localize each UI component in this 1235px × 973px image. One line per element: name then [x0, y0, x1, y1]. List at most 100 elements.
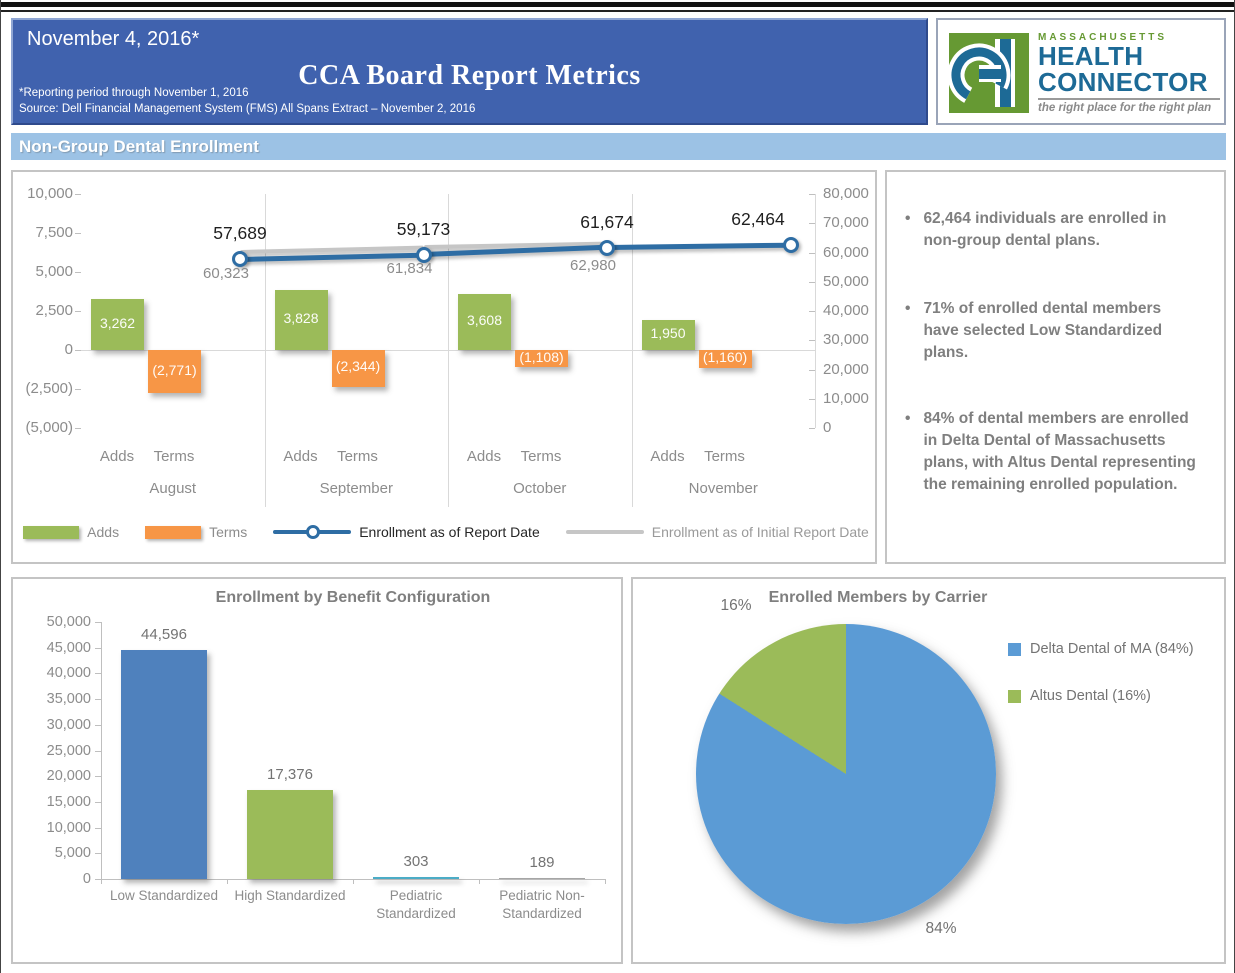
- initial-report-label: 62,980: [570, 256, 616, 274]
- benefit-bar: [121, 649, 207, 879]
- legend-report-date: Enrollment as of Report Date: [273, 524, 540, 540]
- adds-category-label: Adds: [466, 448, 502, 465]
- report-date-marker: [232, 251, 248, 268]
- benefit-category-label: Pediatric Non-Standardized: [499, 888, 585, 921]
- page-title: CCA Board Report Metrics: [298, 60, 641, 91]
- report-line-swatch: [273, 525, 352, 539]
- report-date-label: 57,689: [213, 223, 267, 244]
- left-axis-tick: [75, 389, 81, 390]
- terms-bar-label: (2,344): [335, 358, 381, 375]
- benefit-category-label: Pediatric Standardized: [376, 888, 456, 921]
- right-axis-label: 80,000: [823, 185, 869, 202]
- right-axis-line: [815, 194, 816, 428]
- adds-swatch: [23, 525, 80, 539]
- y-axis-label: 30,000: [46, 716, 91, 733]
- y-axis-tick: [95, 879, 101, 880]
- x-axis-tick: [353, 879, 354, 884]
- right-axis-label: 50,000: [823, 272, 869, 290]
- y-axis-tick: [95, 853, 101, 855]
- carrier-pie-chart: Enrolled Members by Carrier 16% 84% Delta …: [631, 577, 1226, 964]
- x-axis-tick: [101, 879, 102, 884]
- report-date-label: 61,674: [580, 211, 634, 232]
- left-axis-label: (5,000): [25, 419, 73, 436]
- y-axis-label: 20,000: [46, 768, 91, 785]
- x-axis-tick: [605, 879, 606, 884]
- logo-name-line1: HEALTH: [1038, 41, 1144, 71]
- y-axis-tick: [95, 699, 101, 701]
- right-axis-tick: [809, 281, 815, 283]
- adds-bar: [274, 290, 328, 350]
- month-label: August: [149, 480, 197, 497]
- bullet-text: 71% of enrolled dental members have sele…: [923, 300, 1163, 361]
- left-axis-tick: [75, 194, 81, 195]
- bullet-dot: •: [905, 300, 911, 317]
- terms-category-label: Terms: [704, 448, 745, 465]
- logo-tagline: the right place for the right plan: [1038, 102, 1212, 114]
- y-axis-tick: [95, 673, 101, 675]
- insight-bullet: • 62,464 individuals are enrolled in non-…: [905, 208, 1200, 252]
- benefit-chart-title: Enrollment by Benefit Configuration: [215, 589, 491, 606]
- y-axis-tick: [95, 724, 101, 726]
- insights-list: • 62,464 individuals are enrolled in non-…: [887, 208, 1224, 496]
- terms-bar: [331, 350, 385, 387]
- pie-legend-item: Altus Dental (16%): [1008, 688, 1151, 704]
- insight-bullet: • 84% of dental members are enrolled in D…: [905, 408, 1200, 496]
- left-axis-label: 10,000: [27, 185, 73, 202]
- section-title-band: Non-Group Dental Enrollment: [11, 133, 1226, 160]
- left-axis-tick: [75, 350, 81, 351]
- page-top-rule-thin: [1, 10, 1234, 12]
- pie-legend-swatch: [1008, 689, 1021, 703]
- report-footnote-period: *Reporting period through November 1, 20…: [19, 87, 249, 99]
- legend-terms-label: Terms: [209, 524, 248, 540]
- benefit-bar: [247, 789, 333, 879]
- terms-bar-label: (1,160): [702, 349, 748, 366]
- right-axis-tick: [809, 428, 815, 429]
- left-axis-tick: [75, 428, 81, 429]
- report-footnote-source: Source: Dell Financial Management System…: [19, 103, 476, 115]
- y-axis-label: 10,000: [46, 819, 91, 836]
- y-axis-line: [101, 622, 102, 879]
- right-axis-label: 60,000: [823, 243, 869, 261]
- report-date-marker: [782, 237, 799, 254]
- right-axis-label: 10,000: [823, 389, 869, 407]
- legend-adds: Adds: [23, 524, 119, 540]
- key-insights-panel: • 62,464 individuals are enrolled in non-…: [885, 170, 1226, 564]
- right-axis-tick: [809, 223, 815, 225]
- pie-legend-label: Delta Dental of MA (84%): [1030, 641, 1194, 657]
- month-separator-line: [264, 194, 266, 507]
- legend-terms: Terms: [145, 524, 247, 540]
- right-axis-label: 30,000: [823, 331, 869, 349]
- carrier-pie: [696, 624, 996, 924]
- combo-legend: Adds Terms Enrollment as of Report Date Enr…: [23, 524, 869, 540]
- left-axis-tick: [75, 272, 81, 273]
- y-axis-tick: [95, 647, 101, 649]
- left-axis-tick: [75, 311, 81, 312]
- right-axis-tick: [809, 252, 815, 254]
- month-label: November: [688, 480, 758, 497]
- y-axis-label: 15,000: [46, 793, 91, 810]
- right-axis-tick: [809, 398, 815, 400]
- benefit-bar-value: 189: [529, 854, 555, 871]
- right-axis-label: 40,000: [823, 302, 869, 319]
- initial-line-swatch: [565, 530, 644, 534]
- left-axis-label: 0: [64, 341, 73, 358]
- insight-bullet: • 71% of enrolled dental members have sel…: [905, 298, 1200, 364]
- bullet-text: 84% of dental members are enrolled in De…: [923, 410, 1196, 493]
- adds-bar-label: 3,828: [283, 310, 319, 327]
- page-top-rule: [1, 2, 1234, 7]
- logo-mark-icon: [949, 33, 1029, 113]
- benefit-bar: [499, 878, 585, 879]
- initial-report-label: 60,323: [203, 264, 249, 282]
- report-date-marker: [415, 246, 432, 263]
- bullet-dot: •: [905, 210, 911, 227]
- adds-bar-label: 1,950: [650, 324, 686, 341]
- y-axis-label: 45,000: [46, 639, 91, 656]
- y-axis-label: 0: [82, 871, 91, 887]
- logo-name-line2: CONNECTOR: [1038, 67, 1208, 97]
- benefit-bar: [373, 877, 459, 879]
- legend-report-date-label: Enrollment as of Report Date: [359, 524, 540, 540]
- terms-bar-label: (1,108): [519, 348, 564, 365]
- adds-bar-label: 3,608: [466, 311, 503, 328]
- benefit-bar-value: 44,596: [141, 625, 187, 643]
